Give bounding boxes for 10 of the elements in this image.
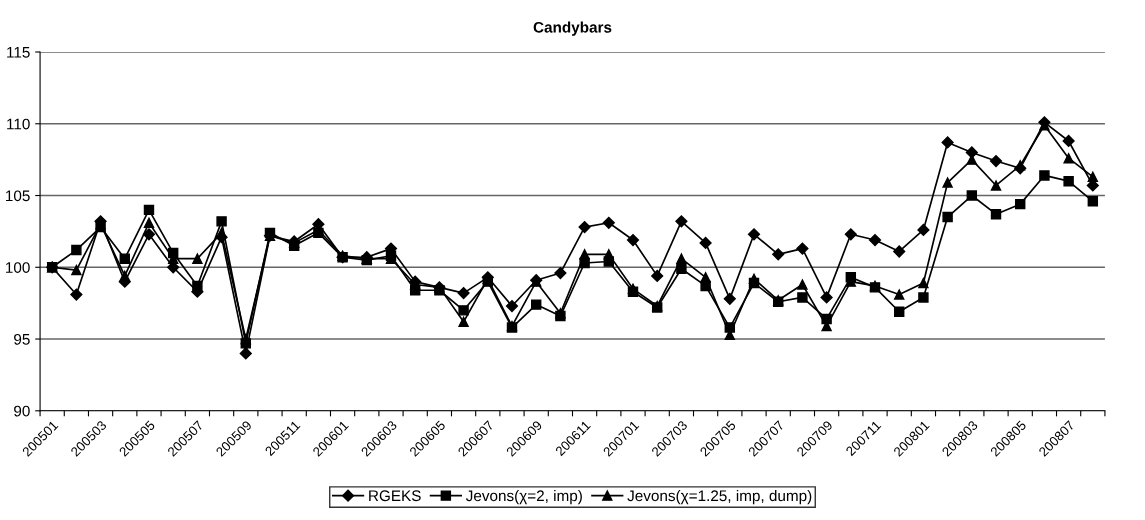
y-tick-label: 105 <box>6 190 30 202</box>
legend-label: RGEKS <box>369 490 421 502</box>
y-tick-label: 100 <box>6 262 30 273</box>
legend-label: Jevons(χ=2, imp) <box>465 489 582 505</box>
y-tick-label: 115 <box>7 47 30 58</box>
y-tick-label: 90 <box>14 405 30 417</box>
legend-label: Jevons(χ=1.25, imp, dump) <box>627 489 812 505</box>
y-tick-label: 110 <box>7 118 30 130</box>
chart-title: Candybars <box>533 21 612 36</box>
y-tick-label: 95 <box>14 333 30 345</box>
